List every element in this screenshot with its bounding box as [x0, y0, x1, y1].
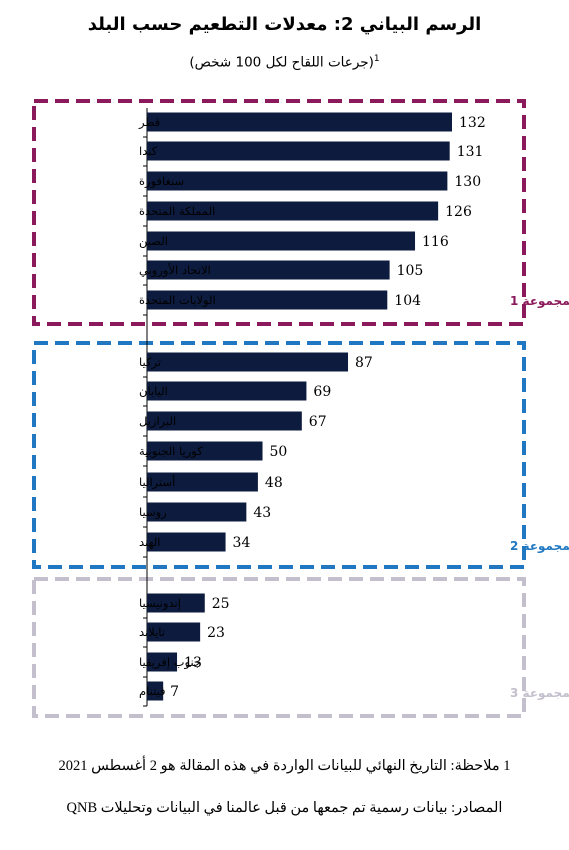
category-label: سنغافورة: [139, 174, 184, 189]
category-label: الصين: [139, 234, 168, 249]
data-label: 131: [457, 144, 484, 160]
category-label: كندا: [139, 144, 158, 158]
category-label: تركيا: [139, 355, 161, 370]
category-label: إندونيسيا: [139, 596, 181, 611]
category-label: روسيا: [139, 505, 167, 520]
bar: [147, 260, 390, 280]
bar: [147, 472, 258, 492]
category-label: أستراليا: [139, 474, 175, 490]
category-label: البرازيل: [139, 414, 176, 429]
bar: [147, 231, 416, 251]
category-label: الاتحاد الأوروبي: [139, 263, 211, 278]
bar: [147, 441, 263, 461]
group-label: المجموعة 2: [510, 539, 569, 554]
category-label: كوريا الجنوبية: [139, 444, 203, 459]
group-box: [32, 577, 526, 718]
bar: [147, 681, 164, 701]
category-label: قطر: [138, 115, 160, 130]
data-label: 13: [184, 655, 202, 671]
data-label: 116: [422, 234, 449, 250]
data-label: 87: [355, 355, 373, 371]
data-label: 105: [397, 263, 424, 279]
group-box: [32, 99, 526, 326]
bar: [147, 381, 307, 401]
bar: [147, 112, 452, 132]
data-label: 43: [253, 505, 271, 521]
category-label: المملكة المتحدة: [139, 204, 215, 218]
data-label: 48: [265, 475, 283, 491]
bar: [147, 201, 439, 221]
category-label: فيتنام: [139, 684, 166, 698]
bar: [147, 532, 226, 552]
bar: [147, 622, 201, 642]
data-label: 7: [170, 684, 179, 700]
data-label: 25: [212, 596, 230, 612]
group-label: المجموعة 1: [510, 294, 569, 309]
data-label: 34: [233, 535, 251, 551]
data-label: 50: [270, 444, 288, 460]
bar: [147, 352, 349, 372]
data-label: 69: [313, 384, 331, 400]
category-label: جنوب إفريقيا: [139, 655, 201, 670]
bar: [147, 593, 205, 613]
footnote-marker: 1: [373, 54, 380, 64]
data-label: 23: [207, 625, 225, 641]
chart-subtitle: (جرعات اللقاح لكل 100 شخص)1: [0, 54, 569, 71]
category-label: الولايات المتحدة: [139, 293, 216, 308]
bar-chart: المجموعة 1 المجموعة 2 المجموعة 3 132 قطر 131 ك…: [32, 99, 569, 718]
data-label: 130: [454, 174, 481, 190]
group-label: المجموعة 3: [510, 686, 569, 701]
category-label: الهند: [139, 535, 161, 549]
source-note: المصادر: بيانات رسمية تم جمعها من قبل عا…: [66, 800, 503, 816]
chart-title: الرسم البياني 2: معدلات التطعيم حسب البل…: [87, 14, 482, 35]
subtitle-text: (جرعات اللقاح لكل 100 شخص): [189, 54, 374, 71]
category-label: تايلاند: [139, 625, 165, 639]
group-box: [32, 341, 526, 569]
data-label: 67: [309, 414, 327, 430]
data-label: 104: [394, 293, 421, 309]
bar: [147, 290, 388, 310]
data-label: 126: [445, 204, 472, 220]
data-label: 132: [459, 115, 486, 131]
bar: [147, 502, 247, 522]
bar: [147, 141, 450, 161]
footnote: 1 ملاحظة: التاريخ النهائي للبيانات الوار…: [58, 758, 511, 774]
bar: [147, 171, 448, 191]
bar: [147, 652, 178, 672]
bar: [147, 411, 302, 431]
category-label: اليابان: [139, 384, 168, 398]
